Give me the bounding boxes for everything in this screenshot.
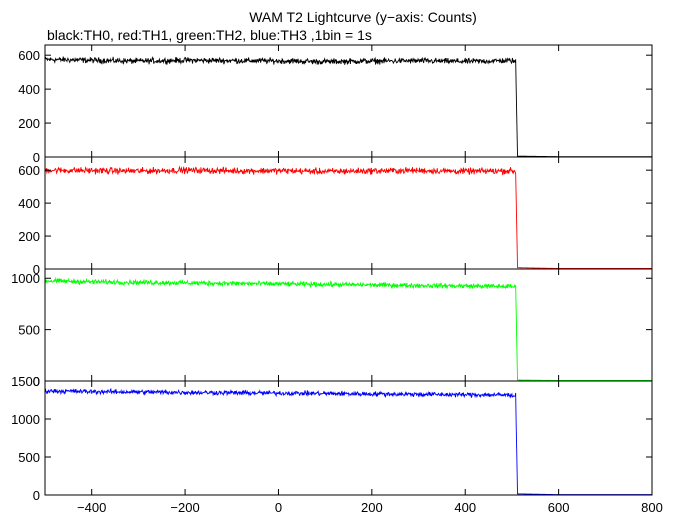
series-line-1-0 bbox=[44, 165, 652, 269]
x-tick-label-6: 800 bbox=[641, 500, 663, 515]
chart-title: WAM T2 Lightcurve (y−axis: Counts) bbox=[249, 9, 477, 25]
y-tick-label-1-2: 400 bbox=[18, 196, 40, 211]
x-tick-label-1: −200 bbox=[170, 500, 199, 515]
y-tick-label-3-2: 1000 bbox=[11, 412, 40, 427]
y-tick-label-1-0: 0 bbox=[33, 262, 40, 277]
y-tick-label-2-1: 500 bbox=[18, 323, 40, 338]
chart-subtitle: black:TH0, red:TH1, green:TH2, blue:TH3 … bbox=[47, 27, 372, 43]
panel-frame-1 bbox=[44, 156, 653, 270]
series-line-0-0 bbox=[44, 56, 652, 158]
y-tick-label-0-3: 600 bbox=[18, 48, 40, 63]
x-tick-label-0: −400 bbox=[77, 500, 106, 515]
panel-1: 0 200 400 600 bbox=[18, 156, 653, 277]
x-tick-label-5: 600 bbox=[548, 500, 570, 515]
y-tick-label-2-2: 1000 bbox=[11, 271, 40, 286]
panel-frame-3 bbox=[44, 380, 653, 496]
y-tick-label-0-2: 400 bbox=[18, 82, 40, 97]
x-axis-ticks: −400 −200 0 200 400 600 800 bbox=[77, 500, 663, 515]
y-tick-label-3-0: 0 bbox=[33, 488, 40, 503]
y-tick-label-0-1: 200 bbox=[18, 116, 40, 131]
x-tick-label-2: 0 bbox=[275, 500, 282, 515]
y-tick-label-1-3: 600 bbox=[18, 163, 40, 178]
y-tick-label-0-0: 0 bbox=[33, 150, 40, 165]
y-tick-label-3-1: 500 bbox=[18, 450, 40, 465]
panel-2: 0 500 1000 bbox=[11, 268, 653, 389]
panel-0: 0 200 400 600 bbox=[18, 44, 653, 165]
x-tick-label-4: 400 bbox=[454, 500, 476, 515]
panel-3: 0 500 1000 1500 bbox=[11, 374, 653, 503]
x-tick-label-3: 200 bbox=[361, 500, 383, 515]
y-tick-label-2-0: 0 bbox=[33, 374, 40, 389]
series-line-3-0 bbox=[44, 387, 652, 496]
y-tick-label-1-1: 200 bbox=[18, 229, 40, 244]
y-tick-label-3-3: 1500 bbox=[11, 374, 40, 389]
series-line-2-0 bbox=[44, 276, 652, 381]
